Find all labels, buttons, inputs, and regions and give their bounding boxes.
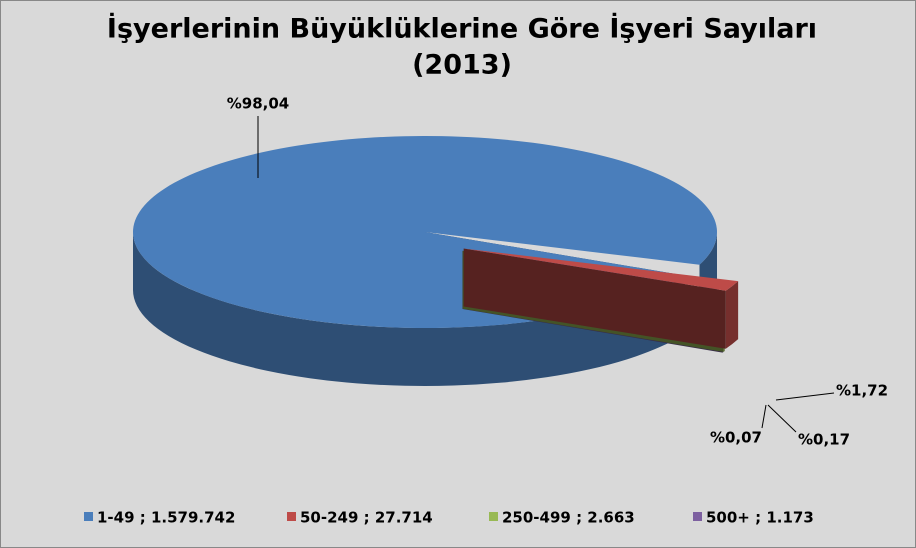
leader-line bbox=[761, 404, 767, 429]
chart-title: (2013) bbox=[412, 50, 512, 81]
legend-label: 250-499 ; 2.663 bbox=[502, 509, 635, 527]
leader-line bbox=[767, 404, 797, 433]
legend-label: 500+ ; 1.173 bbox=[706, 509, 814, 527]
legend-label: 50-249 ; 27.714 bbox=[300, 509, 433, 527]
leader-line bbox=[775, 392, 835, 401]
data-label: %0,17 bbox=[798, 431, 850, 449]
legend-swatch bbox=[287, 512, 296, 521]
slice-cut bbox=[463, 248, 726, 349]
data-label: %98,04 bbox=[227, 95, 289, 113]
data-label: %1,72 bbox=[836, 382, 888, 400]
legend-swatch bbox=[693, 512, 702, 521]
data-label: %0,07 bbox=[710, 429, 762, 447]
chart-title: İşyerlerinin Büyüklüklerine Göre İşyeri … bbox=[107, 13, 817, 45]
legend-swatch bbox=[489, 512, 498, 521]
slice-side bbox=[725, 281, 739, 349]
legend-label: 1-49 ; 1.579.742 bbox=[97, 509, 235, 527]
slice-side bbox=[132, 232, 686, 387]
slice bbox=[463, 248, 739, 291]
legend-swatch bbox=[84, 512, 93, 521]
